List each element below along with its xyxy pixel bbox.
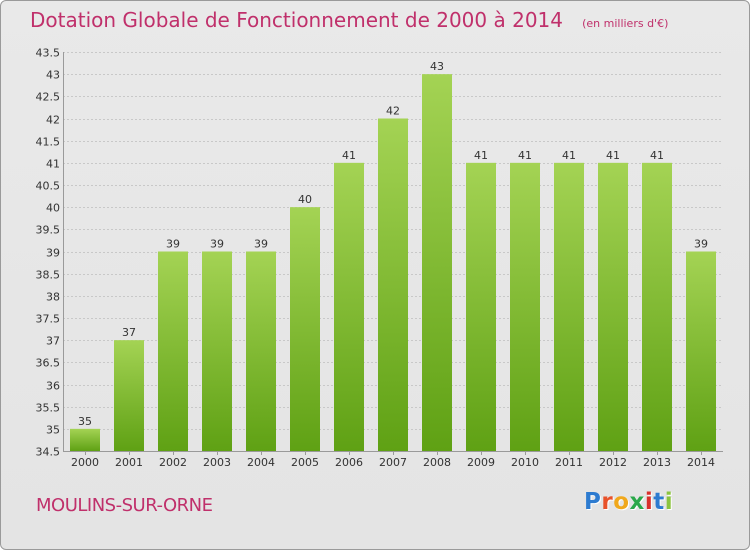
bar-2012 xyxy=(598,162,628,452)
data-label-2003: 39 xyxy=(210,238,224,251)
y-tick-label: 38 xyxy=(46,291,60,304)
bar-2003 xyxy=(202,251,232,451)
bar-2013 xyxy=(642,162,672,452)
bar-2005 xyxy=(290,207,320,451)
y-tick-label: 42.5 xyxy=(36,91,61,104)
data-label-2007: 42 xyxy=(386,105,400,118)
y-tick-label: 36 xyxy=(46,380,60,393)
y-tick-label: 35 xyxy=(46,424,60,437)
data-label-2004: 39 xyxy=(254,238,268,251)
data-label-2006: 41 xyxy=(342,149,356,162)
bar-2007 xyxy=(378,118,408,451)
data-label-2012: 41 xyxy=(606,149,620,162)
bar-2001 xyxy=(114,340,144,451)
x-tick-label-2009: 2009 xyxy=(467,456,495,469)
title-row: Dotation Globale de Fonctionnement de 20… xyxy=(30,8,668,32)
x-tick-label-2004: 2004 xyxy=(247,456,275,469)
bar-2004 xyxy=(246,251,276,451)
commune-name: MOULINS-SUR-ORNE xyxy=(36,495,213,516)
x-tick-label-2012: 2012 xyxy=(599,456,627,469)
proxiti-logo: Proxiti xyxy=(584,489,674,515)
y-tick-label: 38.5 xyxy=(36,269,61,282)
data-label-2001: 37 xyxy=(122,326,136,339)
bar-2014 xyxy=(686,251,716,451)
y-tick-label: 37 xyxy=(46,335,60,348)
bar-2008 xyxy=(422,74,452,452)
y-tick-label: 34.5 xyxy=(36,446,61,459)
bar-2000 xyxy=(70,428,100,451)
data-label-2000: 35 xyxy=(78,415,92,428)
y-tick-label: 42 xyxy=(46,114,60,127)
bar-2009 xyxy=(466,162,496,452)
y-tick-label: 39.5 xyxy=(36,224,61,237)
x-tick-label-2010: 2010 xyxy=(511,456,539,469)
x-tick-label-2014: 2014 xyxy=(687,456,715,469)
chart-unit: (en milliers d'€) xyxy=(582,17,669,30)
bar-2010 xyxy=(510,162,540,452)
data-label-2010: 41 xyxy=(518,149,532,162)
x-tick-label-2006: 2006 xyxy=(335,456,363,469)
y-tick-label: 40 xyxy=(46,202,60,215)
x-tick-label-2002: 2002 xyxy=(159,456,187,469)
x-tick-label-2000: 2000 xyxy=(71,456,99,469)
x-tick-label-2008: 2008 xyxy=(423,456,451,469)
x-tick-label-2003: 2003 xyxy=(203,456,231,469)
y-tick-label: 35.5 xyxy=(36,402,61,415)
bar-2002 xyxy=(158,251,188,451)
y-tick-label: 39 xyxy=(46,247,60,260)
y-tick-label: 36.5 xyxy=(36,357,61,370)
data-label-2013: 41 xyxy=(650,149,664,162)
x-tick-label-2001: 2001 xyxy=(115,456,143,469)
data-label-2008: 43 xyxy=(430,60,444,73)
x-tick-label-2013: 2013 xyxy=(643,456,671,469)
data-label-2002: 39 xyxy=(166,238,180,251)
x-tick-label-2007: 2007 xyxy=(379,456,407,469)
y-tick-label: 40.5 xyxy=(36,180,61,193)
data-label-2014: 39 xyxy=(694,238,708,251)
y-tick-label: 43.5 xyxy=(36,47,61,60)
bar-2011 xyxy=(554,162,584,452)
y-tick-label: 43 xyxy=(46,69,60,82)
y-tick-label: 41 xyxy=(46,158,60,171)
data-label-2005: 40 xyxy=(298,193,312,206)
chart-title: Dotation Globale de Fonctionnement de 20… xyxy=(30,8,563,32)
data-label-2011: 41 xyxy=(562,149,576,162)
x-tick-label-2011: 2011 xyxy=(555,456,583,469)
bar-2006 xyxy=(334,162,364,452)
data-label-2009: 41 xyxy=(474,149,488,162)
y-tick-label: 41.5 xyxy=(36,136,61,149)
y-tick-label: 37.5 xyxy=(36,313,61,326)
x-tick-label-2005: 2005 xyxy=(291,456,319,469)
